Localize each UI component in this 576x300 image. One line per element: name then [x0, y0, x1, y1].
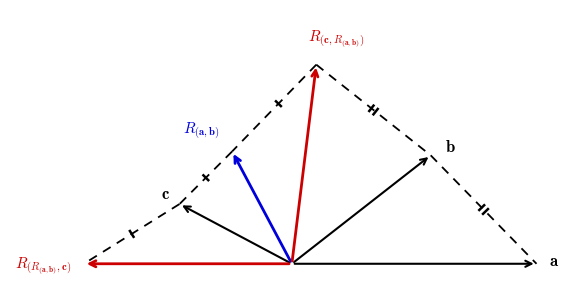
- Text: $R_{(\mathbf{c},R_{(\mathbf{a},\mathbf{b})})}$: $R_{(\mathbf{c},R_{(\mathbf{a},\mathbf{b…: [308, 28, 364, 50]
- Text: $R_{(\mathbf{a},\mathbf{b})}$: $R_{(\mathbf{a},\mathbf{b})}$: [183, 121, 220, 142]
- Text: $\mathbf{a}$: $\mathbf{a}$: [549, 253, 559, 270]
- Text: $R_{(R_{(\mathbf{a},\mathbf{b})},\mathbf{c})}$: $R_{(R_{(\mathbf{a},\mathbf{b})},\mathbf…: [16, 256, 71, 277]
- Text: $\mathbf{b}$: $\mathbf{b}$: [445, 140, 456, 157]
- Text: $\mathbf{c}$: $\mathbf{c}$: [161, 186, 170, 203]
